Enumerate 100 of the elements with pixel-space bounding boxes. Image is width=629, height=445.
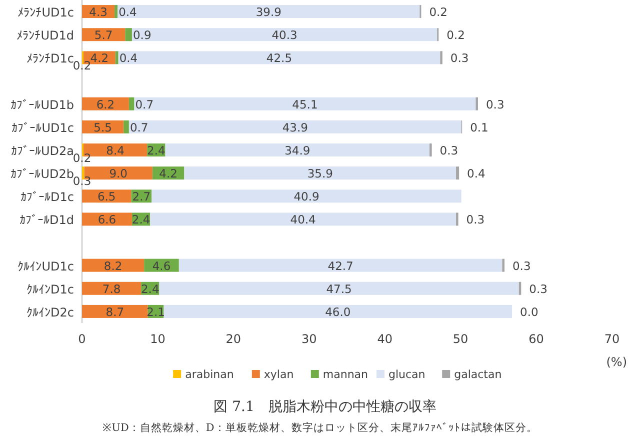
- bar: [118, 5, 420, 18]
- bar: [159, 282, 519, 295]
- data-label: 0.2: [446, 28, 465, 42]
- data-label: 2.4: [140, 282, 160, 296]
- bar: [178, 258, 502, 272]
- x-tick-label: 40: [377, 332, 392, 346]
- bar: [152, 190, 462, 203]
- data-label: 40.4: [290, 212, 316, 227]
- data-label: 0.3: [486, 97, 504, 112]
- bar: [165, 143, 430, 156]
- x-tick-label: 20: [226, 332, 242, 346]
- data-label: 0.3: [466, 212, 485, 227]
- y-tick-label: ﾒﾗﾝﾁUD1d: [16, 28, 74, 43]
- data-label: 0.7: [130, 120, 148, 134]
- x-tick-label: 60: [528, 332, 544, 346]
- data-label: 34.9: [284, 143, 310, 158]
- data-label: 4.3: [89, 5, 108, 20]
- y-tick-label: ﾒﾗﾝﾁUD1c: [18, 6, 74, 20]
- data-label: 39.9: [256, 5, 282, 20]
- data-label: 8.4: [106, 143, 124, 158]
- bar: [115, 51, 118, 64]
- bar: [128, 97, 134, 110]
- y-tick-label: ｸﾙｲﾝD2c: [26, 305, 74, 320]
- data-label: 8.2: [104, 258, 122, 273]
- bar: [132, 28, 438, 42]
- y-tick-label: ｶﾌﾞｰﾙUD1c: [12, 120, 74, 135]
- data-label: 0.3: [72, 174, 92, 188]
- data-label: 0.3: [450, 51, 469, 66]
- data-label: 0.3: [440, 143, 458, 158]
- data-label: 0.4: [467, 166, 486, 181]
- data-label: 43.9: [282, 120, 308, 134]
- x-tick-label: 10: [150, 332, 166, 346]
- y-tick-label: ｶﾌﾞｰﾙD1c: [20, 190, 74, 204]
- data-label: 8.7: [106, 304, 124, 319]
- data-label: 6.6: [98, 212, 116, 227]
- data-label: 0.2: [72, 58, 92, 73]
- legend-label: xylan: [264, 368, 294, 381]
- data-label: 0.7: [135, 97, 154, 112]
- legend-label: glucan: [388, 368, 426, 381]
- bar: [184, 166, 456, 180]
- data-label: 6.2: [96, 97, 115, 112]
- legend-label: galactan: [454, 368, 502, 381]
- bar: [134, 97, 476, 110]
- data-label: 0.2: [429, 5, 448, 20]
- text: ※UD：自然乾燥材、D：単板乾燥材、数字はロット区分、末尾ｱﾙﾌｧﾍﾞｯﾄは試験体区分。: [102, 421, 538, 434]
- text: 図 7.1 脱脂木粉中の中性糖の収率: [214, 399, 436, 415]
- data-label: 5.7: [94, 28, 113, 42]
- data-label: 4.2: [90, 51, 109, 66]
- bar: [82, 258, 144, 272]
- y-tick-label: ﾒﾗﾝﾁD1c: [26, 52, 74, 66]
- bar: [82, 97, 129, 110]
- bar: [82, 304, 148, 318]
- legend-label: mannan: [322, 368, 368, 381]
- data-label: 0.9: [132, 28, 152, 42]
- data-label: 4.6: [152, 258, 171, 273]
- bar: [150, 212, 456, 226]
- bar: [128, 120, 462, 134]
- data-label: 42.5: [266, 51, 292, 66]
- data-label: 6.5: [97, 190, 116, 204]
- x-tick-label: 70: [604, 332, 620, 346]
- x-tick-label: 50: [452, 332, 468, 346]
- data-label: 47.5: [326, 282, 352, 296]
- data-label: 9.0: [109, 166, 128, 181]
- x-tick-label: 0: [78, 332, 86, 346]
- bar: [164, 304, 512, 318]
- bar: [114, 5, 118, 18]
- data-label: 40.9: [294, 190, 320, 204]
- data-label: 5.5: [94, 120, 112, 134]
- bar: [118, 51, 440, 64]
- y-tick-label: ｸﾙｲﾝD1c: [26, 282, 74, 296]
- y-tick-label: ｶﾌﾞｰﾙD1d: [20, 213, 74, 228]
- data-label: 40.3: [272, 28, 298, 42]
- y-tick-label: ｸﾙｲﾝUD1c: [18, 259, 74, 274]
- data-label: 0.4: [118, 5, 137, 20]
- data-label: 2.7: [132, 190, 151, 204]
- bar: [456, 166, 460, 180]
- data-label: 35.9: [307, 166, 333, 181]
- data-label: 42.7: [328, 258, 354, 273]
- data-label: 46.0: [325, 304, 351, 319]
- data-label: 0.0: [520, 304, 538, 319]
- data-label: 0.3: [512, 258, 531, 273]
- data-label: 0.1: [470, 120, 488, 134]
- bar: [125, 28, 132, 42]
- data-label: 2.4: [147, 143, 166, 158]
- data-label: 7.8: [102, 282, 121, 296]
- y-tick-label: ｶﾌﾞｰﾙUD1b: [10, 98, 74, 112]
- x-tick-label: 30: [302, 332, 317, 346]
- data-label: 0.2: [72, 150, 92, 165]
- bar: [82, 282, 142, 295]
- legend-label: arabinan: [185, 368, 234, 381]
- bar: [82, 28, 126, 42]
- bar: [124, 120, 129, 134]
- data-label: 4.2: [159, 166, 178, 181]
- y-tick-label: ｶﾌﾞｰﾙUD2a: [10, 144, 74, 158]
- y-tick-label: ｶﾌﾞｰﾙUD2b: [10, 167, 74, 182]
- data-label: 2.4: [132, 212, 150, 227]
- data-label: 0.3: [529, 282, 548, 296]
- data-label: 45.1: [292, 97, 318, 112]
- data-label: 0.4: [119, 51, 138, 66]
- x-axis-title: (%): [606, 355, 627, 369]
